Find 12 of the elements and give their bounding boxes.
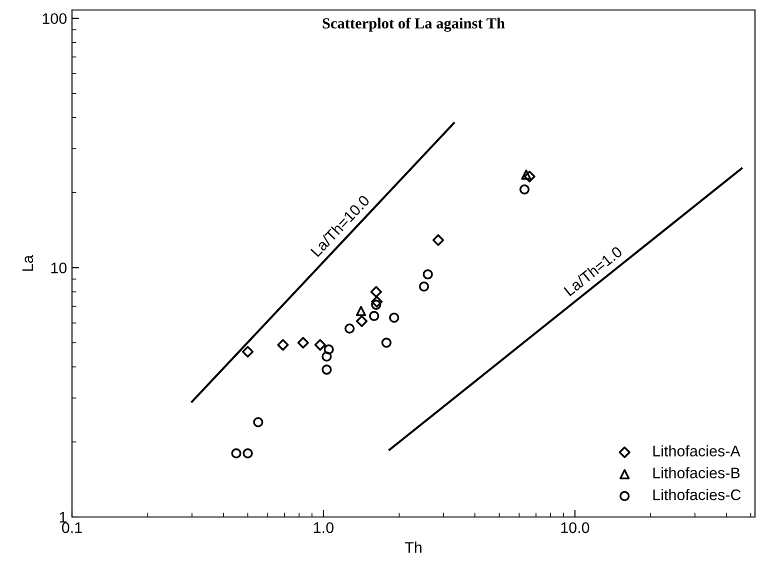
legend-label: Lithofacies-A <box>653 445 740 456</box>
x-tick-label: 1.0 <box>314 522 334 534</box>
legend-label: Lithofacies-B <box>653 467 740 478</box>
x-tick-label: 10.0 <box>561 522 590 534</box>
y-tick-label: 10 <box>51 262 67 274</box>
x-tick-label: 0.1 <box>62 522 82 534</box>
y-axis-title: La <box>22 255 34 271</box>
chart-title: Scatterplot of La against Th <box>322 18 505 32</box>
y-tick-label: 100 <box>42 13 67 24</box>
x-axis-title: Th <box>404 542 422 553</box>
y-tick-label: 1 <box>60 512 66 523</box>
legend-label: Lithofacies-C <box>653 489 741 500</box>
